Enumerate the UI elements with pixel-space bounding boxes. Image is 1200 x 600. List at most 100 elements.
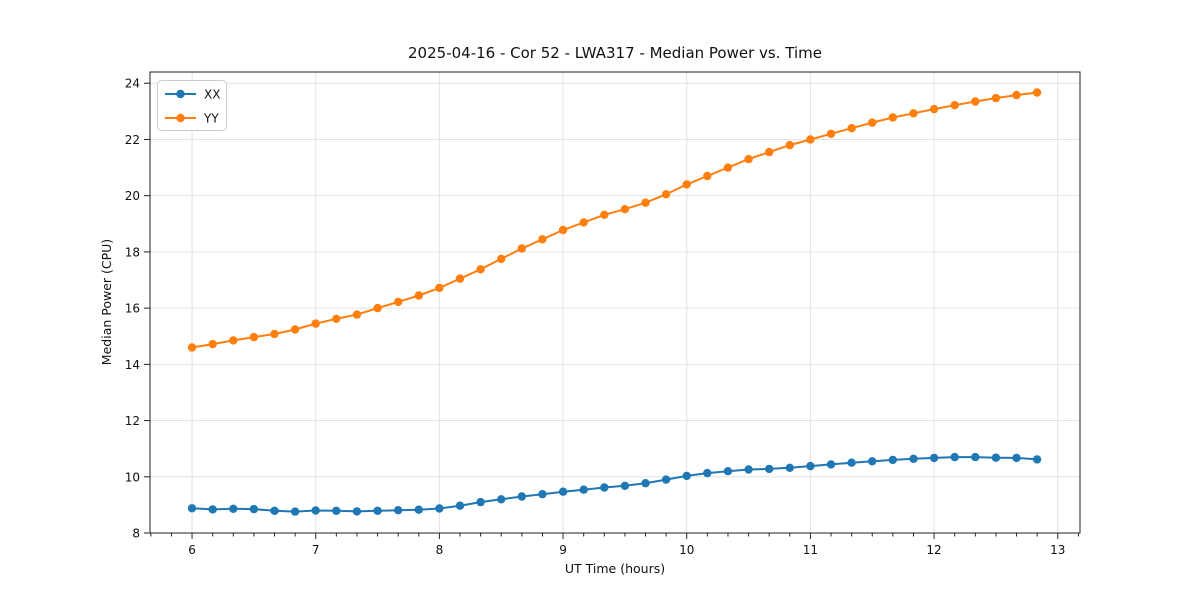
data-point <box>888 113 897 122</box>
data-point <box>765 147 774 157</box>
tick-labels: 6 7 8 9 10 11 12 13 8 10 12 14 16 18 20 22 24 <box>125 77 1066 557</box>
data-point <box>352 507 362 516</box>
data-point <box>620 205 630 214</box>
x-tick-label: 12 <box>926 543 941 557</box>
data-point <box>476 265 485 274</box>
data-point <box>229 504 238 513</box>
data-point <box>290 507 300 516</box>
data-point <box>373 506 382 515</box>
data-point <box>497 254 506 264</box>
data-point <box>1032 88 1042 97</box>
data-point <box>600 483 609 492</box>
data-point <box>394 297 403 307</box>
x-tick-label: 8 <box>436 543 444 557</box>
data-point <box>723 163 733 172</box>
data-point <box>249 504 259 514</box>
data-point <box>455 274 465 283</box>
data-point <box>909 454 918 463</box>
y-tick-label: 16 <box>125 302 140 316</box>
data-point <box>723 467 733 476</box>
data-point <box>1012 453 1021 463</box>
data-point <box>703 171 712 181</box>
data-point <box>435 283 444 293</box>
legend-marker-YY <box>176 113 185 123</box>
data-point <box>1012 90 1021 100</box>
x-tick-label: 10 <box>679 543 694 557</box>
data-point <box>497 495 506 504</box>
legend-label-YY: YY <box>203 112 219 126</box>
data-point <box>435 504 444 513</box>
data-point <box>744 154 753 164</box>
data-point <box>558 487 568 496</box>
legend-marker-XX <box>176 89 185 99</box>
plot-frame <box>149 71 1081 534</box>
x-tick-label: 6 <box>188 543 196 557</box>
data-point <box>785 463 794 472</box>
data-point <box>991 93 1001 103</box>
x-axis-label: UT Time (hours) <box>564 561 666 576</box>
data-point <box>785 140 794 150</box>
data-point <box>826 129 836 138</box>
y-tick-label: 10 <box>125 470 140 484</box>
y-tick-label: 24 <box>125 77 140 91</box>
data-point <box>414 291 423 300</box>
data-point <box>971 97 980 106</box>
data-point <box>208 505 217 514</box>
data-point <box>373 303 382 313</box>
data-point <box>187 343 197 352</box>
gridlines <box>150 72 1080 534</box>
data-point <box>187 504 197 513</box>
data-point <box>455 501 465 510</box>
data-point <box>703 468 712 478</box>
data-point <box>1032 455 1042 464</box>
data-point <box>765 464 774 474</box>
data-point <box>661 190 671 199</box>
data-point <box>682 471 691 481</box>
data-point <box>414 505 423 514</box>
x-tick-label: 13 <box>1050 543 1065 557</box>
data-point <box>558 225 568 235</box>
data-point <box>290 325 300 334</box>
data-point <box>847 458 856 467</box>
data-point <box>517 492 526 501</box>
data-point <box>311 506 320 515</box>
data-point <box>929 453 939 463</box>
x-ticks <box>144 82 1079 539</box>
data-point <box>394 506 403 515</box>
data-point <box>476 497 485 507</box>
series-line-XX <box>191 456 1038 513</box>
x-tick-label: 7 <box>312 543 320 557</box>
y-tick-label: 8 <box>132 527 140 541</box>
data-point <box>806 135 815 144</box>
data-point <box>579 218 588 227</box>
data-point <box>579 485 588 494</box>
data-point <box>311 319 320 328</box>
data-point <box>868 118 877 127</box>
y-tick-label: 14 <box>125 358 140 372</box>
x-tick-label: 11 <box>803 543 818 557</box>
data-point <box>270 506 279 515</box>
chart-title: 2025-04-16 - Cor 52 - LWA317 - Median Po… <box>408 44 822 62</box>
data-point <box>249 332 259 342</box>
data-point <box>744 465 753 474</box>
data-point <box>929 104 939 114</box>
data-point <box>991 453 1001 462</box>
data-point <box>661 475 671 484</box>
series-markers-YY <box>187 88 1042 352</box>
y-tick-label: 22 <box>125 133 140 147</box>
y-tick-label: 20 <box>125 189 140 203</box>
data-point <box>888 455 897 465</box>
data-point <box>620 481 630 490</box>
data-point <box>641 479 650 488</box>
legend-label-XX: XX <box>204 88 220 102</box>
data-point <box>682 180 691 189</box>
data-point <box>208 339 217 349</box>
series-markers-XX <box>187 452 1042 516</box>
data-point <box>229 336 238 345</box>
data-point <box>270 329 279 339</box>
data-point <box>847 124 856 133</box>
data-point <box>826 460 836 469</box>
data-point <box>868 457 877 466</box>
